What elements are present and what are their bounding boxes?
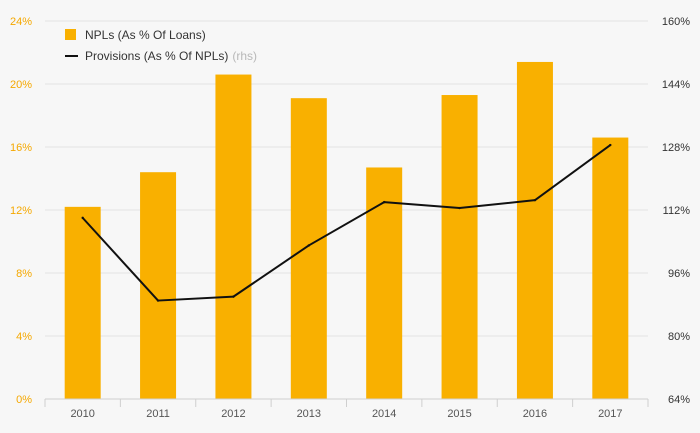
provisions-point — [81, 216, 84, 220]
legend-label-npl: NPLs (As % Of Loans) — [85, 28, 206, 42]
npl-bar — [290, 98, 327, 400]
provisions-point — [232, 295, 235, 298]
provisions-point — [458, 206, 461, 210]
provisions-point — [156, 299, 160, 302]
npl-bar — [366, 167, 403, 399]
y-right-tick-label: 80% — [668, 331, 690, 343]
x-tick-label: 2013 — [297, 408, 321, 420]
provisions-point — [382, 200, 386, 204]
provisions-line — [81, 144, 611, 302]
npl-bar — [441, 95, 478, 400]
provisions-point — [307, 244, 311, 247]
npl-bar — [516, 61, 553, 399]
x-tick-label: 2014 — [372, 408, 396, 420]
provisions-line-layer — [81, 143, 612, 302]
y-left-tick-label: 24% — [10, 16, 32, 28]
x-tick-label: 2015 — [447, 408, 471, 420]
x-tick-label: 2011 — [146, 408, 170, 420]
legend: NPLs (As % Of Loans) Provisions (As % Of … — [65, 28, 257, 63]
y-left-tick-label: 4% — [16, 331, 32, 343]
legend-label-provisions: Provisions (As % Of NPLs) — [85, 49, 228, 63]
y-left-tick-label: 12% — [10, 205, 32, 217]
axes: 0% 64% 4% 80% 8% 96% 12% 112% 16% 128% 20% 144% 24% 1… — [10, 16, 690, 420]
x-tick-label: 2017 — [598, 408, 622, 420]
gridlines — [45, 20, 648, 337]
npl-bars — [64, 61, 629, 400]
y-right-tick-label: 160% — [662, 16, 690, 28]
y-right-tick-label: 112% — [663, 205, 691, 217]
provisions-point — [609, 143, 612, 147]
y-right-tick-label: 64% — [668, 394, 690, 406]
x-tick-label: 2016 — [523, 408, 547, 420]
npl-bar — [215, 74, 252, 400]
y-left-tick-label: 8% — [16, 268, 32, 280]
y-right-tick-label: 96% — [668, 268, 690, 280]
y-left-tick-label: 20% — [10, 79, 32, 91]
legend-swatch-npl — [65, 29, 76, 40]
npl-bar — [64, 206, 101, 399]
y-right-tick-label: 144% — [662, 79, 690, 91]
npl-bar — [140, 172, 177, 399]
x-tick-label: 2010 — [70, 408, 94, 420]
y-right-tick-label: 128% — [662, 142, 690, 154]
provisions-point — [533, 198, 537, 202]
legend-rhs-note: (rhs) — [232, 49, 257, 63]
y-left-tick-label: 16% — [10, 142, 32, 154]
x-tick-label: 2012 — [221, 408, 245, 420]
npl-bar — [592, 137, 629, 400]
y-left-tick-label: 0% — [16, 394, 32, 406]
